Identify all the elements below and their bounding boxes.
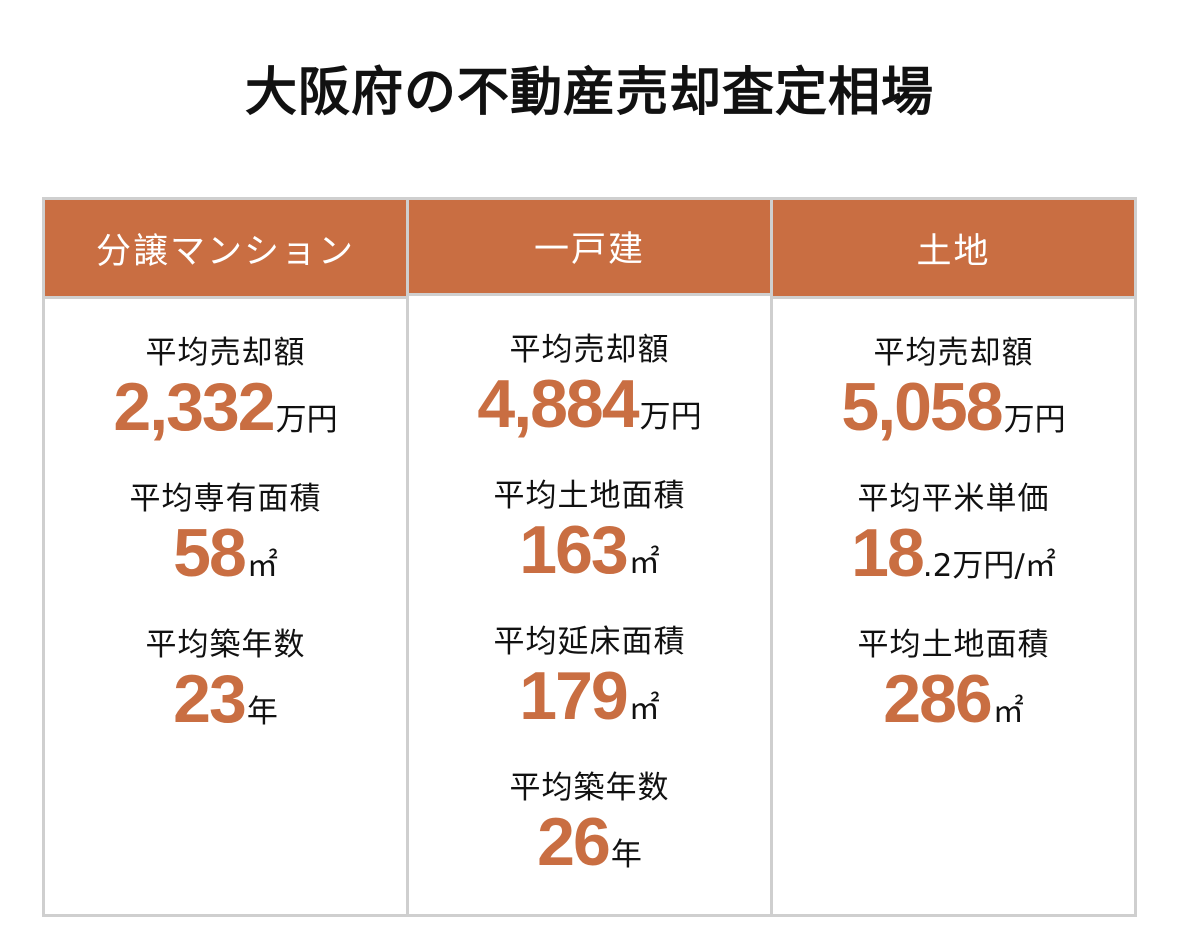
column-header-land: 土地 <box>773 200 1134 299</box>
stat-value: 163 ㎡ <box>519 514 659 599</box>
stat-value: 23 年 <box>173 663 278 748</box>
column-body-land: 平均売却額 5,058 万円 平均平米単価 18 .2万円/㎡ 平均土地面積 2… <box>773 299 1134 771</box>
stat-label: 平均土地面積 <box>857 627 1050 663</box>
page-title: 大阪府の不動産売却査定相場 <box>244 63 934 123</box>
stat-number: 58 <box>173 515 247 591</box>
column-mansion: 分譲マンション 平均売却額 2,332 万円 平均専有面積 58 ㎡ 平均築年数 <box>45 200 409 914</box>
stat-number: 179 <box>519 658 628 734</box>
stat-value: 286 ㎡ <box>883 663 1023 748</box>
column-house: 一戸建 平均売却額 4,884 万円 平均土地面積 163 ㎡ 平均延床面積 1… <box>409 200 773 914</box>
stat-mansion-avg-age: 平均築年数 23 年 <box>146 625 306 771</box>
stat-value: 18 .2万円/㎡ <box>851 517 1056 602</box>
stat-value: 2,332 万円 <box>113 371 337 456</box>
stat-unit: 年 <box>246 694 278 730</box>
stat-label: 平均売却額 <box>509 332 670 368</box>
stat-value: 58 ㎡ <box>173 517 278 602</box>
stat-house-avg-age: 平均築年数 26 年 <box>510 768 670 914</box>
stat-label: 平均延床面積 <box>493 624 686 660</box>
stat-unit: ㎡ <box>628 545 660 581</box>
stat-house-avg-floor-area: 平均延床面積 179 ㎡ <box>494 622 686 768</box>
column-header-house: 一戸建 <box>409 200 770 296</box>
stat-land-avg-price: 平均売却額 5,058 万円 <box>841 333 1065 479</box>
column-body-house: 平均売却額 4,884 万円 平均土地面積 163 ㎡ 平均延床面積 179 ㎡ <box>409 296 770 914</box>
stat-unit: .2万円/㎡ <box>922 548 1056 584</box>
stat-unit: 万円 <box>639 399 702 435</box>
stat-label: 平均売却額 <box>145 335 306 371</box>
stat-label: 平均平米単価 <box>857 481 1050 517</box>
stat-number: 2,332 <box>113 369 275 445</box>
stat-house-avg-price: 平均売却額 4,884 万円 <box>477 330 701 476</box>
stat-number: 23 <box>173 661 247 737</box>
stat-label: 平均築年数 <box>145 627 306 663</box>
stat-value: 179 ㎡ <box>519 660 659 745</box>
stat-label: 平均土地面積 <box>493 478 686 514</box>
stat-mansion-avg-area: 平均専有面積 58 ㎡ <box>130 479 322 625</box>
stat-unit: 万円 <box>275 402 338 438</box>
column-header-mansion: 分譲マンション <box>45 200 406 299</box>
stat-land-avg-unit-price: 平均平米単価 18 .2万円/㎡ <box>851 479 1056 625</box>
stat-house-avg-land-area: 平均土地面積 163 ㎡ <box>494 476 686 622</box>
stat-mansion-avg-price: 平均売却額 2,332 万円 <box>113 333 337 479</box>
stat-unit: ㎡ <box>992 694 1024 730</box>
stat-number: 5,058 <box>841 369 1003 445</box>
stat-label: 平均専有面積 <box>129 481 322 517</box>
stat-value: 4,884 万円 <box>477 368 701 453</box>
stat-number: 26 <box>537 804 611 880</box>
stat-value: 26 年 <box>537 806 642 891</box>
stat-label: 平均築年数 <box>509 770 670 806</box>
column-body-mansion: 平均売却額 2,332 万円 平均専有面積 58 ㎡ 平均築年数 23 年 <box>45 299 406 771</box>
stat-unit: ㎡ <box>628 691 660 727</box>
stat-number: 163 <box>519 512 628 588</box>
column-land: 土地 平均売却額 5,058 万円 平均平米単価 18 .2万円/㎡ 平均土地面… <box>773 200 1134 914</box>
stat-value: 5,058 万円 <box>841 371 1065 456</box>
stat-label: 平均売却額 <box>873 335 1034 371</box>
stat-unit: 年 <box>610 837 642 873</box>
stat-number: 4,884 <box>477 366 639 442</box>
stat-land-avg-land-area: 平均土地面積 286 ㎡ <box>858 625 1050 771</box>
stat-unit: 万円 <box>1003 402 1066 438</box>
stat-number: 18 <box>851 515 925 591</box>
stat-number: 286 <box>883 661 992 737</box>
price-table: 分譲マンション 平均売却額 2,332 万円 平均専有面積 58 ㎡ 平均築年数 <box>42 197 1137 917</box>
stat-unit: ㎡ <box>246 548 278 584</box>
